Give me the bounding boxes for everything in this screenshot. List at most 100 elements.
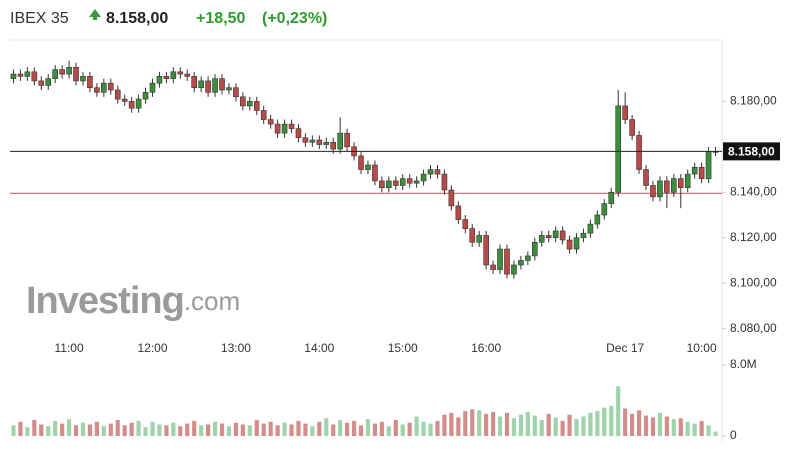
volume-bar <box>178 426 183 436</box>
candle-body <box>135 98 142 109</box>
volume-bar <box>636 410 642 436</box>
candle-body <box>295 128 302 139</box>
volume-bar <box>32 420 37 436</box>
change-percent: (+0,23%) <box>262 10 327 27</box>
candle-body <box>45 78 52 86</box>
candle-body <box>128 101 135 109</box>
volume-bar <box>199 425 204 436</box>
volume-tick-label: 8.0M <box>730 357 757 371</box>
candle-body <box>559 230 566 241</box>
candle-body <box>52 69 58 79</box>
candle-body <box>267 119 274 125</box>
volume-bar <box>80 422 86 436</box>
volume-bar <box>588 412 593 436</box>
volume-bar <box>456 417 461 436</box>
candle-body <box>66 66 72 75</box>
volume-bar <box>39 424 44 436</box>
volume-bar <box>303 423 308 436</box>
y-tick-label: 8.120,00 <box>730 230 777 244</box>
candle-body <box>163 76 170 79</box>
x-tick-label: 11:00 <box>55 341 84 355</box>
candle-body <box>490 264 496 270</box>
volume-bar <box>87 424 93 436</box>
volume-bar <box>53 420 58 436</box>
candle-body <box>657 180 663 198</box>
volume-bar <box>539 420 544 436</box>
candle-body <box>274 123 281 134</box>
candle-body <box>629 119 635 136</box>
volume-bar <box>442 414 447 436</box>
candle-body <box>386 180 392 189</box>
volume-bar <box>219 423 225 436</box>
volume-bar <box>164 425 169 436</box>
volume-bar <box>268 421 273 436</box>
candle-body <box>511 264 517 275</box>
volume-bar <box>379 421 384 436</box>
candle-body <box>38 80 45 86</box>
x-tick-label: 16:00 <box>471 341 501 355</box>
candle-body <box>483 235 489 266</box>
candle-body <box>698 166 705 179</box>
candle-body <box>316 139 323 145</box>
volume-bar <box>449 412 454 436</box>
volume-bar <box>240 424 245 436</box>
candle-body <box>441 173 448 191</box>
candle-body <box>219 78 225 91</box>
candle-body <box>643 169 649 186</box>
candle-body <box>615 105 622 193</box>
candle-body <box>434 169 441 175</box>
volume-bar <box>504 412 510 436</box>
volume-bar <box>421 421 426 436</box>
volume-bar <box>414 416 419 436</box>
candle-body <box>518 260 524 266</box>
price-tag <box>723 142 780 161</box>
candle-body <box>107 82 114 91</box>
volume-bar <box>296 420 301 436</box>
candle-body <box>462 219 469 229</box>
candle-body <box>573 237 580 250</box>
y-tick-label: 8.180,00 <box>730 94 777 108</box>
candle-body <box>420 173 427 182</box>
volume-bar <box>511 418 517 436</box>
candle-body <box>142 91 149 100</box>
volume-bar <box>157 424 162 436</box>
change: +18,50 <box>196 10 245 27</box>
volume-bar <box>275 425 280 436</box>
candle-body <box>413 180 420 184</box>
volume-bar <box>685 421 690 436</box>
candle-body <box>538 235 545 243</box>
candle-body <box>580 232 587 239</box>
candle-body <box>24 71 31 77</box>
volume-bar <box>623 408 628 436</box>
candle-body <box>525 255 531 261</box>
candle-body <box>601 203 608 216</box>
volume-bar <box>428 423 433 436</box>
volume-bar <box>595 411 600 436</box>
x-tick-label: Dec 17 <box>606 341 644 355</box>
candle-body <box>705 151 712 179</box>
volume-bar <box>324 418 329 436</box>
volume-bar <box>206 424 211 436</box>
volume-bar <box>664 416 669 436</box>
candle-body <box>497 248 503 270</box>
candle-body <box>323 141 330 145</box>
candle-body <box>358 155 364 170</box>
candle-body <box>566 239 573 250</box>
candle-body <box>594 214 601 225</box>
volume-bar <box>706 425 711 436</box>
volume-bar <box>11 425 16 436</box>
candle-body <box>309 139 316 143</box>
chart-title: IBEX 35 <box>10 10 69 27</box>
volume-bar <box>407 422 412 436</box>
volume-bar <box>553 417 558 436</box>
volume-bar <box>143 427 148 436</box>
volume-bar <box>115 420 120 436</box>
candle-body <box>372 164 378 182</box>
candle-body <box>59 69 65 75</box>
candle-body <box>121 98 128 102</box>
candle-body <box>170 71 177 79</box>
candle-body <box>337 132 343 150</box>
candle-body <box>399 178 406 186</box>
x-tick-label: 15:00 <box>388 341 418 355</box>
